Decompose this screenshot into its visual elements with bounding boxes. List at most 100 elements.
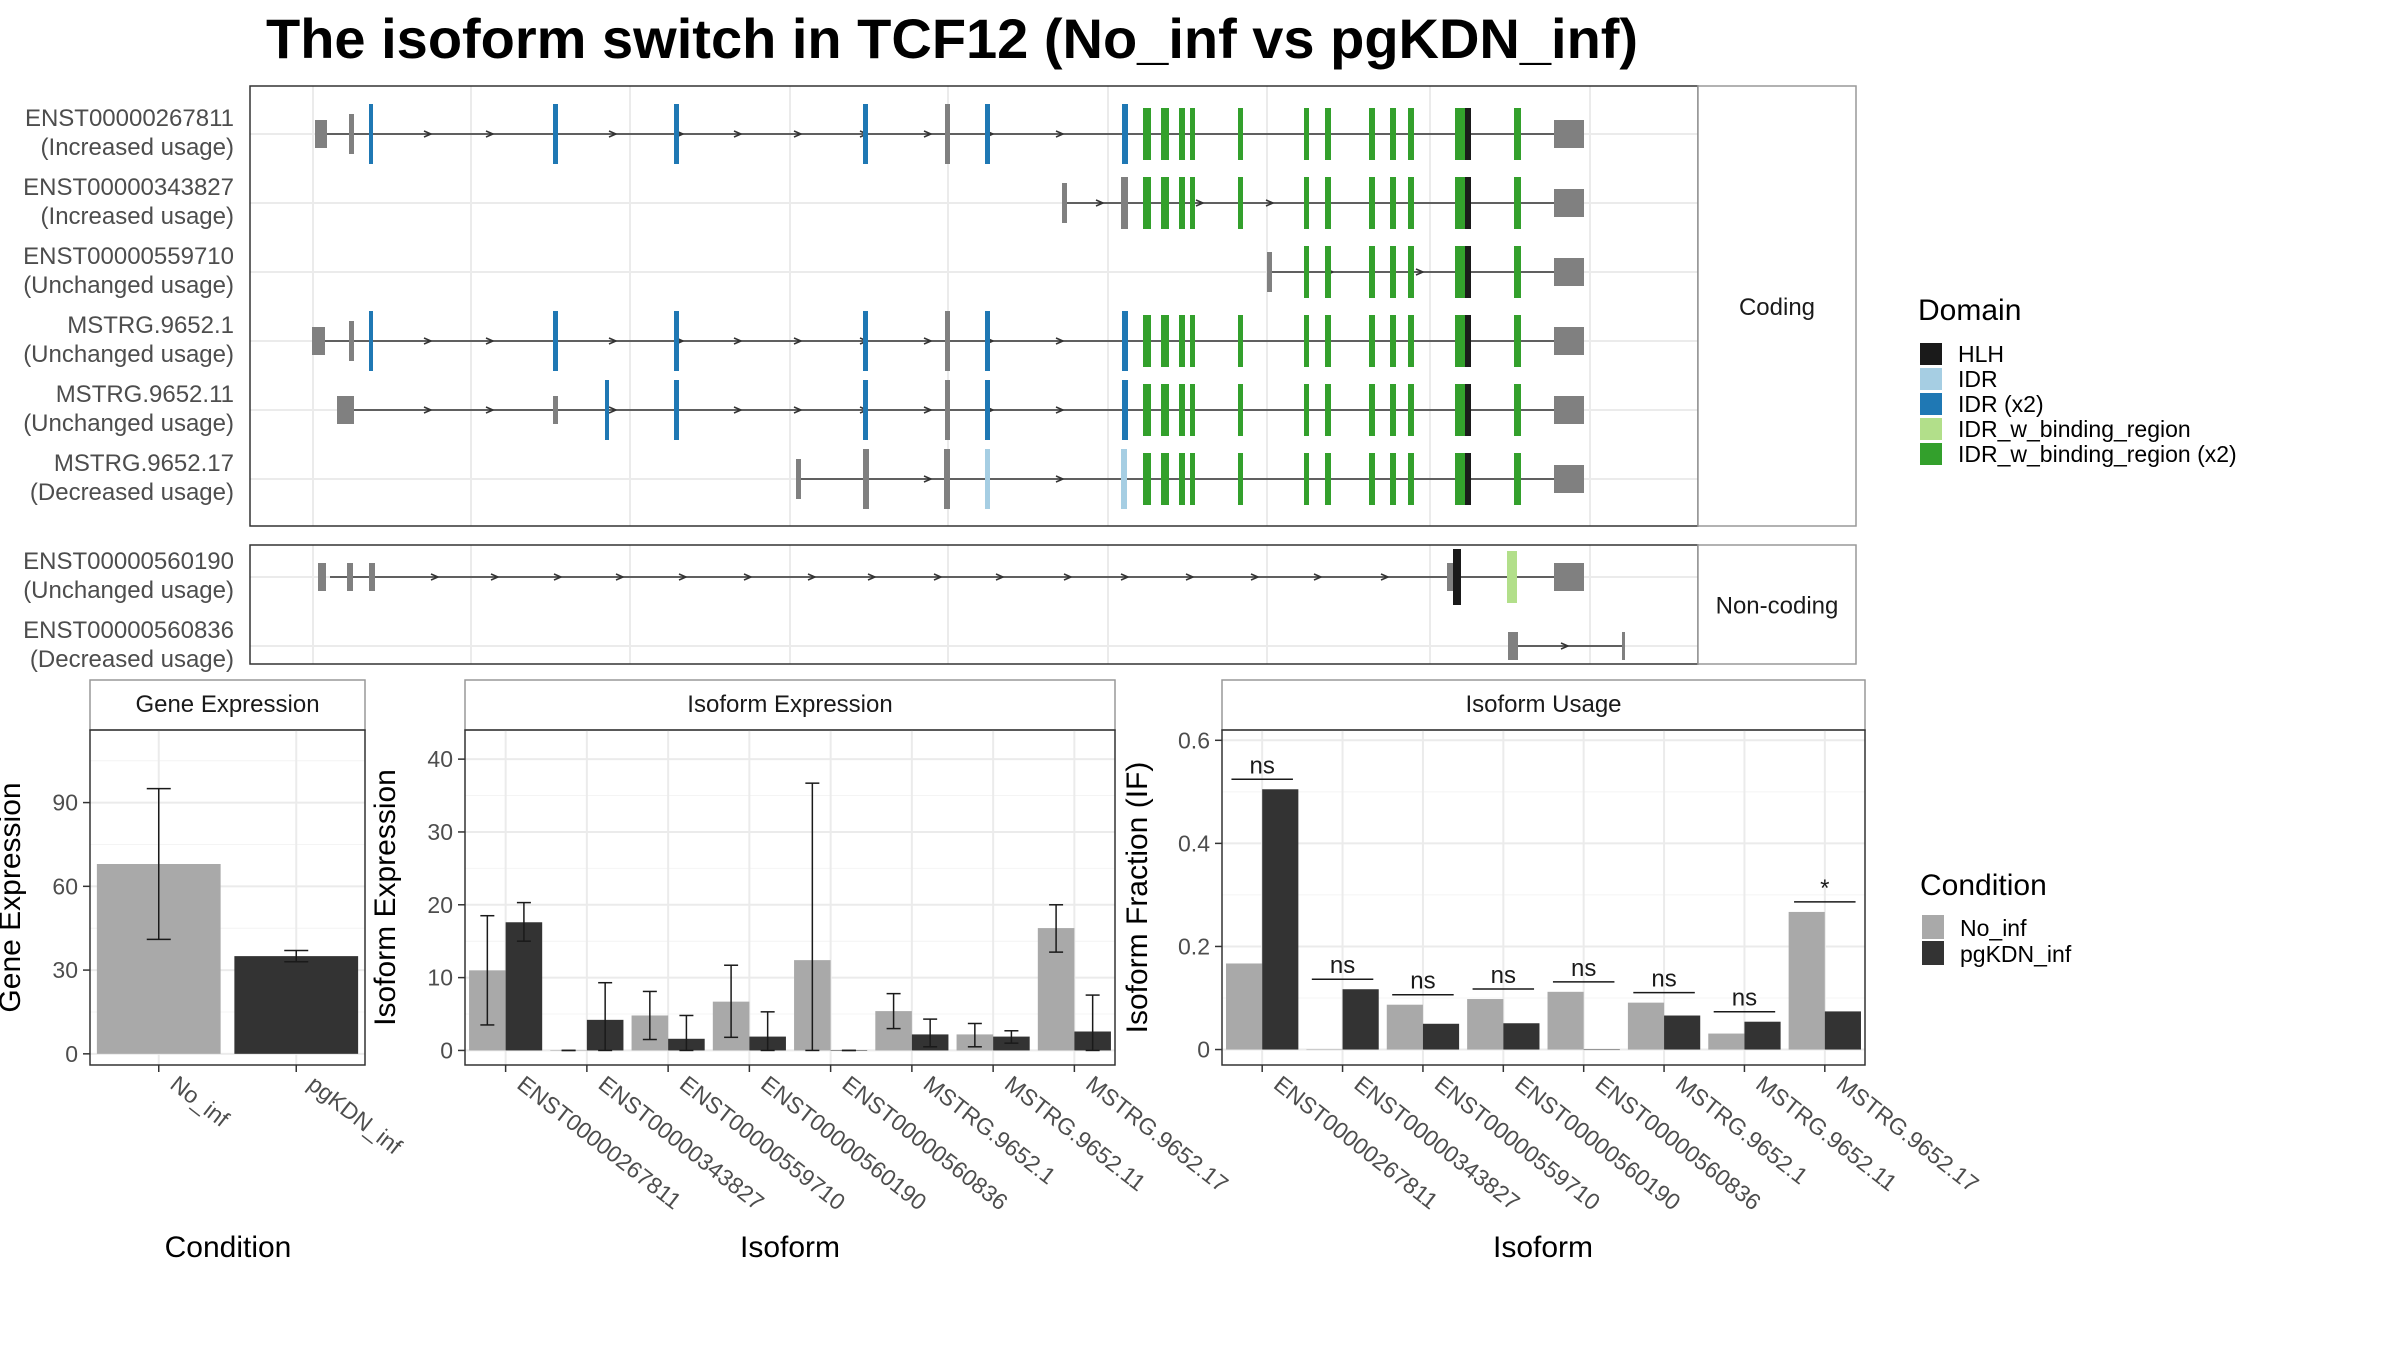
exon-block [945,311,950,371]
domain-block [1455,108,1465,160]
domain-block [1465,246,1471,298]
domain-block [1325,246,1331,298]
y-tick-label: 10 [427,965,453,991]
exon-block [1554,563,1584,591]
domain-block [674,104,679,164]
legend-swatch [1920,393,1942,415]
domain-block [1514,177,1521,229]
facet-strip [1697,544,1857,665]
domain-block [1238,384,1243,436]
domain-block [674,380,679,440]
domain-block [1190,177,1195,229]
direction-arrow [608,130,618,138]
direction-arrow [423,337,433,345]
domain-block [1304,108,1309,160]
domain-block [1122,380,1128,440]
bar [1467,999,1504,1050]
exon-block [1554,120,1584,148]
domain-block [1143,384,1151,436]
x-tick-label: pgKDN_inf [303,1070,407,1159]
direction-arrow [923,337,933,345]
exon-block [1121,177,1128,229]
direction-arrow [1120,573,1130,581]
domain-block [1455,315,1465,367]
bar [1744,1021,1781,1050]
direction-arrow [430,573,440,581]
isoform-usage-label: (Unchanged usage) [23,272,234,299]
domain-block [1304,246,1309,298]
bar [1583,1049,1620,1051]
bar [1664,1015,1701,1050]
domain-block [1325,384,1331,436]
domain-block [1369,246,1375,298]
domain-block [985,449,990,509]
facet-label: Non-coding [1716,593,1839,620]
domain-block [1514,384,1521,436]
condition-legend-title: Condition [1920,869,2047,902]
domain-block [863,311,868,371]
domain-block [1179,177,1185,229]
legend-label: IDR_w_binding_region (x2) [1958,441,2237,467]
domain-block [1465,315,1471,367]
significance-label: ns [1732,985,1757,1012]
exon-block [1554,396,1584,424]
domain-block [985,311,990,371]
bar [1422,1023,1460,1050]
domain-block [1143,315,1151,367]
bar [1386,1004,1423,1050]
domain-block [1179,453,1185,505]
isoform-id-label: ENST00000559710 [23,243,234,270]
domain-block [985,380,990,440]
direction-arrow [933,573,943,581]
bar [1824,1011,1861,1050]
domain-block [1190,315,1195,367]
domain-block [1304,384,1309,436]
direction-arrow [743,573,753,581]
x-tick-label: MSTRG.9652.17 [1081,1070,1233,1197]
domain-block [1238,315,1243,367]
y-tick-label: 60 [52,873,78,899]
isoform-usage-label: (Unchanged usage) [23,410,234,437]
isoform-usage-label: (Decreased usage) [30,646,234,673]
bar [1788,911,1825,1050]
domain-block [1369,315,1375,367]
domain-block [985,104,990,164]
domain-block [1369,384,1375,436]
domain-block [1121,449,1127,509]
direction-arrow [1250,573,1260,581]
direction-arrow [793,337,803,345]
x-axis-title: Isoform [740,1231,840,1264]
exon-block [1267,252,1272,292]
domain-block [1369,108,1375,160]
domain-block [1161,384,1169,436]
exon-block [945,104,950,164]
bar [1342,989,1379,1050]
domain-block [863,380,868,440]
direction-arrow [733,130,743,138]
y-axis-title: Isoform Fraction (IF) [1121,762,1154,1034]
domain-block [1161,177,1169,229]
domain-block [1514,246,1521,298]
exon-block [349,321,354,361]
direction-arrow [923,406,933,414]
domain-block [1408,246,1414,298]
direction-arrow [1560,642,1570,650]
direction-arrow [423,130,433,138]
domain-block [1408,177,1414,229]
y-tick-label: 0 [440,1037,453,1063]
domain-block [1325,177,1331,229]
domain-block [1455,453,1465,505]
direction-arrow [1055,337,1065,345]
x-tick-label: MSTRG.9652.11 [1000,1070,1151,1196]
domain-block [1390,453,1396,505]
direction-arrow [490,573,500,581]
facet-label: Coding [1739,294,1815,321]
domain-block [1122,104,1128,164]
exon-block [1554,327,1584,355]
exon-block [349,114,354,154]
exon-block [318,563,326,591]
domain-block [1408,384,1414,436]
y-axis-title: Isoform Expression [369,769,402,1026]
domain-block [1325,108,1331,160]
legend-swatch [1920,368,1942,390]
